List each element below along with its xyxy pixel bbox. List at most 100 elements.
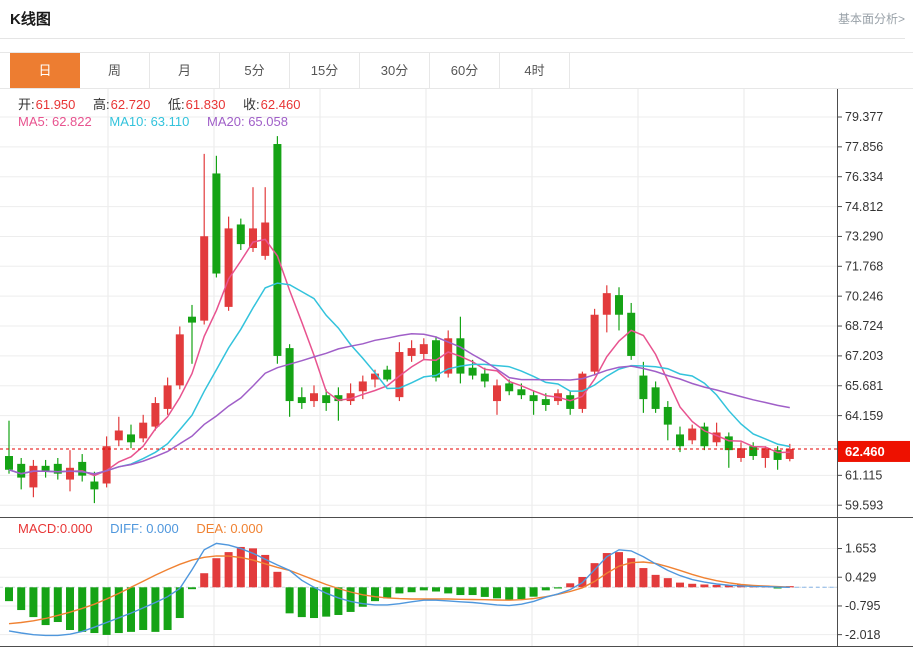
macd-bar [322, 587, 331, 617]
price-tick-label: 67.203 [845, 349, 883, 363]
candle-body [322, 395, 331, 404]
candle-body [676, 434, 684, 447]
macd-value: MACD:0.000 [18, 521, 93, 536]
tab-60min[interactable]: 60分 [430, 53, 500, 88]
macd-bar [554, 587, 562, 589]
header-divider [0, 38, 905, 39]
close-value: 收:62.460 [243, 97, 301, 112]
ohlc-legend: 开:61.950 高:62.720 低:61.830 收:62.460 [18, 94, 314, 113]
price-tick-label: 68.724 [845, 319, 883, 333]
macd-bar [517, 587, 526, 600]
low-value: 低:61.830 [168, 97, 226, 112]
macd-bar [700, 584, 709, 588]
candle-body [127, 434, 135, 443]
macd-bar [151, 587, 160, 632]
candle-body [517, 389, 526, 396]
candle-body [505, 383, 514, 392]
candle-body [395, 352, 404, 398]
tab-30min[interactable]: 30分 [360, 53, 430, 88]
ma5-line [8, 238, 790, 477]
tab-week[interactable]: 周 [80, 53, 150, 88]
candle-body [724, 436, 733, 451]
candle-body [371, 373, 379, 380]
candle-body [493, 385, 501, 402]
macd-tick-label: -0.795 [845, 599, 880, 613]
candle-body [444, 338, 453, 374]
tab-4hour[interactable]: 4时 [500, 53, 570, 88]
ma10-value: MA10: 63.110 [109, 114, 190, 129]
macd-bar [78, 587, 87, 632]
tab-day[interactable]: 日 [10, 53, 80, 88]
candle-body [480, 373, 489, 382]
macd-bar [480, 587, 489, 597]
macd-bar [188, 587, 196, 590]
tab-15min[interactable]: 15分 [290, 53, 360, 88]
candlestick-series [5, 136, 794, 504]
tab-5min[interactable]: 5分 [220, 53, 290, 88]
macd-bar [41, 587, 50, 626]
macd-bar [102, 587, 111, 635]
candle-body [5, 456, 13, 470]
macd-bar [175, 587, 184, 619]
macd-bar [358, 587, 367, 607]
dea-line [8, 555, 790, 625]
candle-body [188, 316, 196, 323]
candle-body [529, 395, 538, 402]
price-tick-label: 64.159 [845, 409, 883, 423]
macd-bar [90, 587, 99, 634]
candle-body [785, 448, 794, 459]
tab-month[interactable]: 月 [150, 53, 220, 88]
candle-body [749, 446, 758, 457]
dea-value: DEA: 0.000 [196, 521, 263, 536]
macd-bar [456, 587, 465, 596]
macd-bar [505, 587, 514, 601]
macd-bar [236, 546, 245, 588]
macd-bar [29, 587, 38, 618]
macd-bar [383, 587, 392, 599]
candle-body [358, 381, 367, 392]
interval-tabs: 日周月 5分 15分 30分 60分 4时 [10, 53, 913, 88]
macd-axis-labels: 1.653 0.429 -0.795 -2.018 [837, 542, 880, 642]
candle-body [139, 422, 148, 439]
candle-body [285, 348, 294, 402]
candle-body [224, 228, 233, 307]
macd-bar [371, 587, 379, 602]
macd-bar [261, 554, 270, 588]
candle-body [712, 432, 721, 443]
candle-body [419, 344, 428, 354]
macd-bar [66, 587, 74, 630]
candle-body [627, 312, 636, 356]
macd-bar [5, 587, 13, 602]
macd-bar [200, 573, 209, 588]
candle-body [541, 399, 550, 406]
macd-bar [17, 587, 26, 611]
macd-bar [773, 587, 782, 589]
candle-body [432, 340, 440, 378]
candle-body [602, 293, 611, 315]
candle-body [175, 334, 184, 386]
candle-body [200, 236, 209, 321]
macd-bar [590, 563, 599, 588]
macd-bar [127, 587, 135, 632]
price-tick-label: 73.290 [845, 230, 883, 244]
candle-body [236, 224, 245, 245]
macd-bar [566, 583, 575, 588]
price-axis-labels: 79.377 77.856 76.334 74.812 73.290 71.768 70.2… [837, 110, 883, 512]
candle-body [249, 228, 257, 249]
candle-body [651, 387, 660, 409]
macd-bar [602, 553, 611, 588]
candle-body [310, 393, 318, 402]
fundamental-analysis-link[interactable]: 基本面分析> [837, 12, 905, 26]
page-title: K线图 [10, 11, 51, 28]
price-tick-label: 77.856 [845, 140, 883, 154]
ma20-value: MA20: 65.058 [206, 114, 288, 129]
candle-body [737, 448, 745, 458]
macd-bar [407, 587, 416, 593]
candle-body [78, 461, 87, 476]
diff-value: DIFF: 0.000 [110, 521, 179, 536]
macd-bar [432, 587, 440, 592]
macd-gridlines [0, 548, 837, 636]
open-value: 开:61.950 [18, 97, 76, 112]
